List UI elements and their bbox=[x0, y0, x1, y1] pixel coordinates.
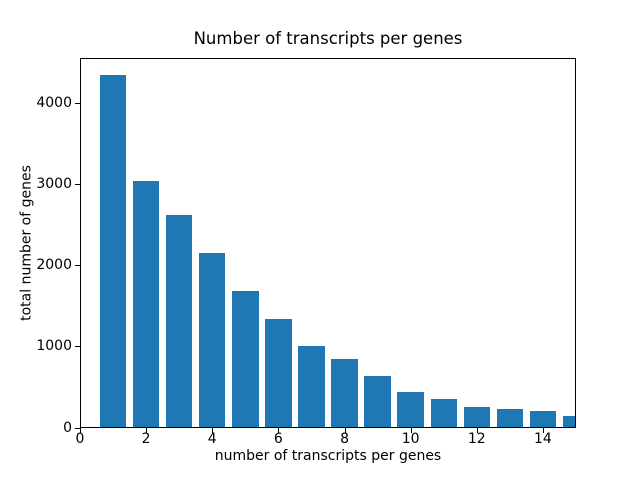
x-tick-mark bbox=[278, 428, 280, 433]
bar bbox=[529, 411, 557, 427]
bar bbox=[298, 345, 325, 427]
bar bbox=[132, 181, 160, 427]
y-tick-label: 0 bbox=[63, 419, 72, 436]
bar bbox=[165, 214, 193, 427]
bar bbox=[496, 408, 524, 427]
bar bbox=[99, 74, 127, 427]
x-tick-mark bbox=[476, 428, 478, 433]
y-tick-label: 2000 bbox=[36, 257, 72, 274]
x-tick-label: 12 bbox=[467, 431, 486, 447]
x-tick-mark bbox=[80, 428, 81, 433]
bar bbox=[364, 375, 391, 427]
x-tick-label: 0 bbox=[75, 431, 85, 447]
x-tick-label: 6 bbox=[273, 431, 283, 447]
y-tick-mark bbox=[75, 103, 80, 105]
bar bbox=[331, 358, 358, 427]
x-tick-mark bbox=[542, 428, 544, 433]
bar bbox=[232, 291, 259, 427]
y-tick-mark bbox=[75, 346, 80, 348]
x-tick-label: 2 bbox=[141, 431, 151, 447]
y-tick-label: 4000 bbox=[36, 95, 72, 112]
x-tick-mark bbox=[212, 428, 214, 433]
x-tick-label: 10 bbox=[401, 431, 420, 447]
chart-title: Number of transcripts per genes bbox=[193, 29, 463, 48]
y-tick-label: 1000 bbox=[36, 338, 72, 355]
bar bbox=[199, 252, 226, 427]
bar bbox=[430, 398, 457, 427]
x-tick-mark bbox=[146, 428, 148, 433]
bar bbox=[265, 319, 292, 427]
bar bbox=[562, 415, 575, 427]
x-tick-mark bbox=[410, 428, 412, 433]
bar bbox=[463, 407, 491, 427]
x-tick-label: 4 bbox=[207, 431, 217, 447]
y-tick-mark bbox=[75, 265, 80, 267]
y-tick-label: 3000 bbox=[36, 176, 72, 193]
plot-area bbox=[80, 58, 576, 428]
bar bbox=[397, 392, 424, 427]
y-tick-mark bbox=[75, 427, 80, 429]
x-tick-label: 14 bbox=[534, 431, 552, 447]
x-tick-label: 8 bbox=[340, 431, 349, 447]
x-axis-label: number of transcripts per genes bbox=[214, 448, 442, 464]
y-tick-mark bbox=[75, 184, 80, 186]
x-tick-mark bbox=[344, 428, 346, 433]
